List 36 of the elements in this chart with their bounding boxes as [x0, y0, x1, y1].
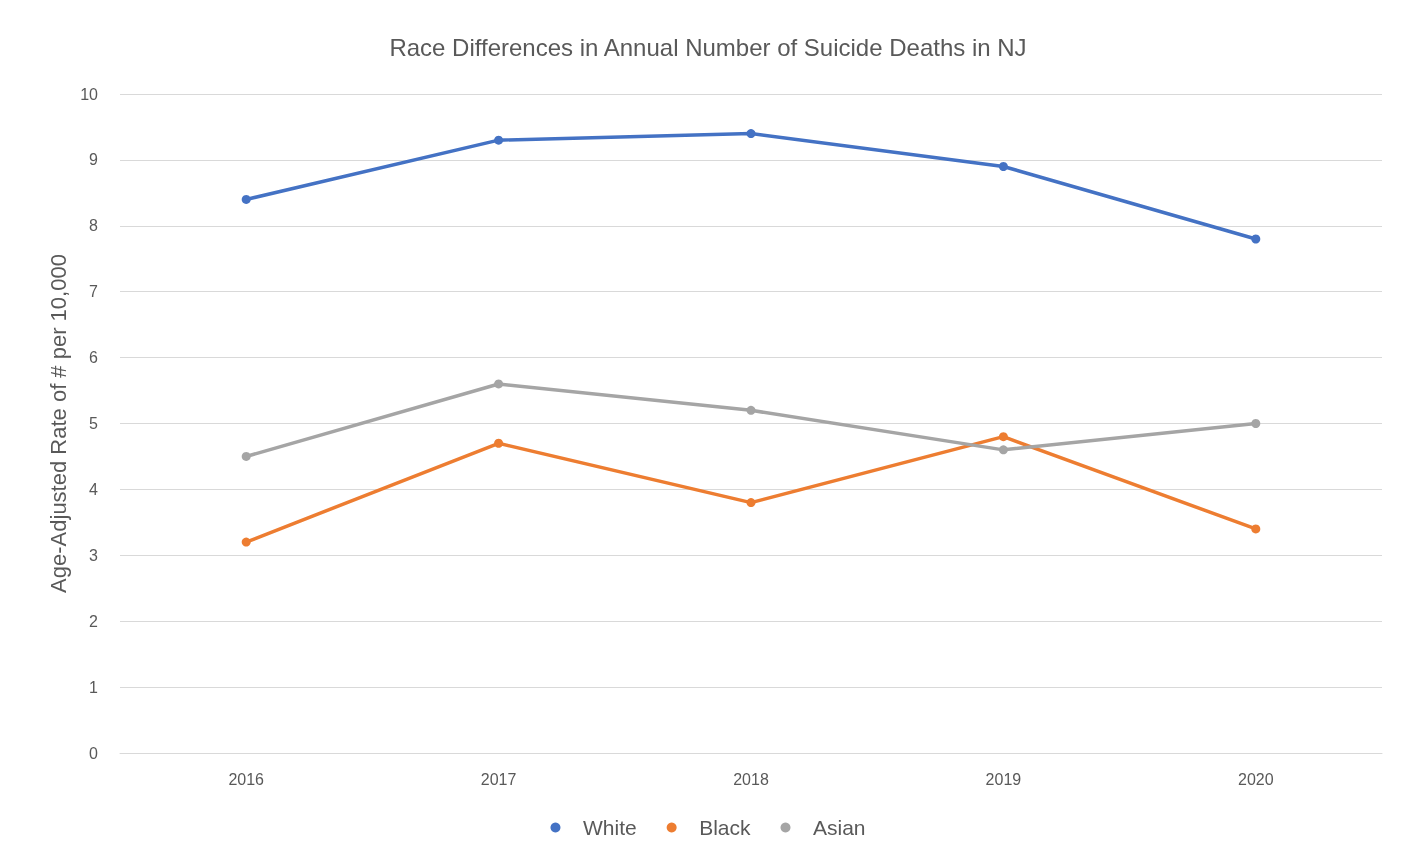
legend-label: Black — [699, 816, 751, 839]
point — [998, 161, 1008, 171]
point — [1251, 234, 1261, 244]
x-tick-label: 2017 — [480, 770, 517, 788]
point — [1251, 524, 1261, 534]
point — [494, 379, 504, 389]
x-tick-label: 2018 — [733, 770, 769, 788]
chart-title: Race Differences in Annual Number of Suicide Deaths in NJ — [389, 33, 1027, 61]
x-tick-label: 2016 — [228, 770, 265, 788]
x-tick-label: 2020 — [1238, 770, 1274, 788]
x-tick-label: 2019 — [985, 770, 1022, 788]
legend-label: White — [582, 816, 637, 839]
point — [998, 445, 1008, 455]
point — [998, 432, 1008, 442]
point — [746, 498, 756, 508]
y-tick-label: 1 — [89, 678, 99, 696]
point — [746, 405, 756, 415]
point — [494, 135, 504, 145]
y-axis-title: Age-Adjusted Rate of # per 10,000 — [45, 254, 71, 593]
legend-label: Asian — [813, 816, 866, 839]
point — [241, 537, 251, 547]
y-tick-label: 10 — [80, 85, 99, 103]
y-tick-label: 5 — [89, 415, 99, 432]
point — [494, 438, 504, 448]
point — [746, 129, 756, 139]
y-tick-label: 7 — [89, 283, 99, 301]
y-tick-label: 2 — [89, 612, 99, 630]
y-tick-label: 9 — [89, 151, 99, 169]
y-tick-label: 4 — [89, 480, 99, 498]
y-tick-label: 8 — [89, 217, 99, 235]
y-tick-label: 3 — [89, 546, 99, 564]
y-tick-label: 6 — [89, 349, 99, 367]
point — [1251, 419, 1261, 428]
point — [241, 194, 251, 204]
point — [241, 451, 251, 461]
y-tick-label: 0 — [89, 744, 99, 762]
